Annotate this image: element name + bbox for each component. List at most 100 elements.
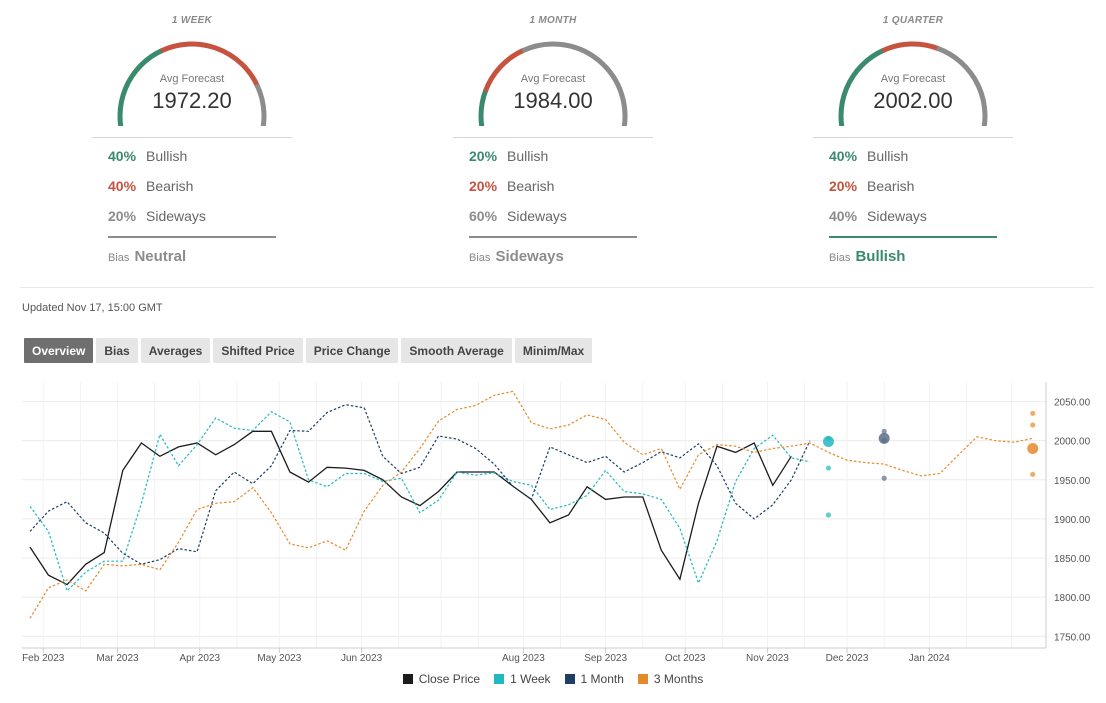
avg-forecast-label: Avg Forecast bbox=[159, 73, 225, 85]
bullish-label: Bullish bbox=[867, 148, 909, 164]
bias-value: Neutral bbox=[134, 248, 187, 265]
bearish-arc bbox=[483, 47, 526, 93]
x-tick-label: Dec 2023 bbox=[826, 653, 869, 664]
tab-averages[interactable]: Averages bbox=[140, 338, 211, 363]
divider bbox=[453, 137, 653, 138]
sentiment-gauge bbox=[478, 41, 628, 126]
forecast-point bbox=[881, 475, 887, 481]
avg-forecast-value: 1984.00 bbox=[513, 88, 593, 113]
bullish-label: Bullish bbox=[507, 148, 549, 164]
bullish-arc bbox=[838, 47, 886, 126]
x-tick-label: Feb 2023 bbox=[22, 653, 65, 664]
bearish-percent: 40% bbox=[108, 178, 137, 194]
x-tick-label: May 2023 bbox=[257, 653, 301, 664]
bullish-stat: 40% Bullish bbox=[829, 148, 908, 164]
sideways-stat: 20% Sideways bbox=[108, 208, 206, 224]
forecast-point bbox=[825, 512, 832, 518]
x-tick-label: Nov 2023 bbox=[746, 653, 789, 664]
legend-swatch bbox=[564, 674, 575, 684]
y-tick-label: 1800.00 bbox=[1054, 593, 1091, 604]
tab-minim-max[interactable]: Minim/Max bbox=[514, 338, 593, 363]
forecast-average-marker bbox=[822, 435, 834, 447]
legend-swatch bbox=[494, 674, 505, 684]
bullish-percent: 40% bbox=[108, 148, 137, 164]
x-tick-label: Jun 2023 bbox=[341, 653, 383, 664]
forecast-average-marker bbox=[1027, 443, 1039, 454]
bias-row: Bias Sideways bbox=[469, 248, 564, 265]
bearish-percent: 20% bbox=[469, 178, 498, 194]
bias-value: Bullish bbox=[855, 248, 906, 265]
section-divider bbox=[20, 287, 1094, 288]
series-line-1-month bbox=[29, 404, 811, 565]
bias-underline bbox=[108, 236, 276, 238]
forecast-point bbox=[1030, 471, 1036, 477]
sideways-percent: 20% bbox=[108, 208, 137, 224]
period-title: 1 WEEK bbox=[171, 15, 213, 26]
avg-forecast-value: 1972.20 bbox=[152, 88, 232, 113]
bearish-stat: 20% Bearish bbox=[829, 178, 914, 194]
legend-item-1-month[interactable]: 1 Month bbox=[564, 672, 624, 686]
y-tick-label: 1900.00 bbox=[1054, 515, 1091, 526]
sideways-percent: 40% bbox=[829, 208, 858, 224]
x-tick-label: Jan 2024 bbox=[909, 653, 951, 664]
legend-item-close-price[interactable]: Close Price bbox=[402, 672, 481, 686]
bullish-arc bbox=[478, 88, 489, 126]
sideways-label: Sideways bbox=[146, 208, 206, 224]
y-tick-label: 2050.00 bbox=[1054, 398, 1091, 409]
tab-smooth-average[interactable]: Smooth Average bbox=[401, 338, 512, 363]
bias-value: Sideways bbox=[495, 248, 564, 265]
sentiment-gauge bbox=[838, 41, 988, 126]
bullish-percent: 40% bbox=[829, 148, 858, 164]
x-tick-label: Mar 2023 bbox=[96, 653, 139, 664]
forecast-point bbox=[825, 465, 832, 471]
bias-row: Bias Neutral bbox=[108, 248, 186, 265]
divider bbox=[92, 137, 292, 138]
chart-legend: Close Price 1 Week 1 Month 3 Months bbox=[0, 672, 1106, 686]
legend-label: 3 Months bbox=[653, 672, 704, 686]
updated-timestamp: Updated Nov 17, 15:00 GMT bbox=[22, 302, 163, 314]
legend-label: 1 Month bbox=[580, 672, 624, 686]
bullish-stat: 40% Bullish bbox=[108, 148, 187, 164]
tab-bias[interactable]: Bias bbox=[96, 338, 138, 363]
sideways-arc bbox=[521, 41, 628, 126]
bearish-arc bbox=[881, 41, 940, 54]
forecast-point bbox=[1030, 422, 1036, 428]
y-tick-label: 2000.00 bbox=[1054, 437, 1091, 448]
bearish-label: Bearish bbox=[507, 178, 555, 194]
bullish-arc bbox=[117, 47, 165, 126]
y-tick-label: 1950.00 bbox=[1054, 476, 1091, 487]
bias-label: Bias bbox=[469, 252, 491, 264]
bias-underline bbox=[469, 236, 637, 238]
sideways-label: Sideways bbox=[867, 208, 927, 224]
period-title: 1 QUARTER bbox=[882, 15, 944, 26]
bias-row: Bias Bullish bbox=[829, 248, 905, 265]
tab-overview[interactable]: Overview bbox=[24, 338, 94, 363]
bias-label: Bias bbox=[108, 252, 130, 264]
legend-item-1-week[interactable]: 1 Week bbox=[494, 672, 551, 686]
bearish-label: Bearish bbox=[867, 178, 915, 194]
legend-label: Close Price bbox=[418, 672, 481, 686]
avg-forecast-label: Avg Forecast bbox=[880, 73, 946, 85]
forecast-line-chart: 1750.00 1800.00 1850.00 1900.00 1950.00 2000.… bbox=[22, 382, 1091, 664]
chart-view-tabs: Overview Bias Averages Shifted Price Pri… bbox=[24, 338, 593, 363]
legend-label: 1 Week bbox=[510, 672, 551, 686]
x-tick-label: Sep 2023 bbox=[584, 653, 627, 664]
sideways-label: Sideways bbox=[507, 208, 567, 224]
bearish-stat: 20% Bearish bbox=[469, 178, 554, 194]
sideways-stat: 40% Sideways bbox=[829, 208, 927, 224]
tab-shifted-price[interactable]: Shifted Price bbox=[213, 338, 303, 363]
series-line-3-months bbox=[29, 390, 1033, 619]
series-line-close-price bbox=[29, 430, 792, 586]
forecast-average-marker bbox=[878, 432, 890, 444]
bullish-stat: 20% Bullish bbox=[469, 148, 548, 164]
bias-underline bbox=[829, 236, 997, 238]
x-tick-label: Aug 2023 bbox=[502, 653, 545, 664]
forecast-point bbox=[1030, 410, 1036, 416]
series-line-1-week bbox=[29, 410, 811, 593]
legend-item-3-months[interactable]: 3 Months bbox=[637, 672, 704, 686]
tab-price-change[interactable]: Price Change bbox=[305, 338, 399, 363]
bearish-label: Bearish bbox=[146, 178, 194, 194]
legend-swatch bbox=[402, 674, 413, 684]
bias-label: Bias bbox=[829, 252, 851, 264]
bearish-percent: 20% bbox=[829, 178, 858, 194]
